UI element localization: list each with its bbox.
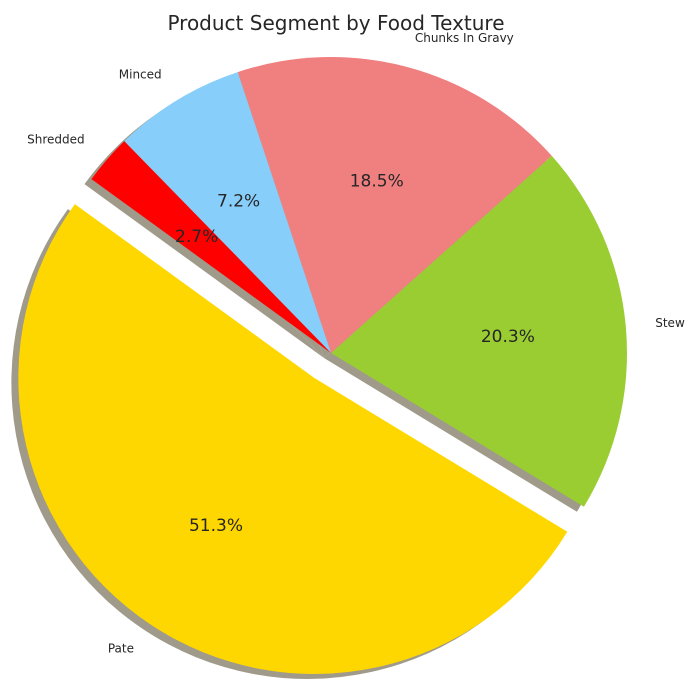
slice-layer xyxy=(18,56,627,674)
pct-label-pate: 51.3% xyxy=(189,516,243,536)
label-shredded: Shredded xyxy=(27,133,85,147)
label-chunks-in-gravy: Chunks In Gravy xyxy=(415,31,514,45)
chart-title: Product Segment by Food Texture xyxy=(167,11,504,35)
pct-label-stew: 20.3% xyxy=(481,327,535,347)
slice-shredded xyxy=(91,141,332,353)
slice-stew xyxy=(331,155,627,507)
pct-label-shredded: 2.7% xyxy=(175,227,218,247)
slice-pate xyxy=(18,204,568,674)
slice-minced xyxy=(124,72,331,354)
slice-chunks-in-gravy xyxy=(237,56,552,353)
label-minced: Minced xyxy=(119,67,162,81)
pct-label-chunks-in-gravy: 18.5% xyxy=(350,171,404,191)
label-pate: Pate xyxy=(108,642,134,656)
label-layer: Stew 20.3% Chunks In Gravy 18.5% Minced 7.2% S… xyxy=(27,31,685,656)
label-stew: Stew xyxy=(655,316,685,330)
pct-label-minced: 7.2% xyxy=(217,191,260,211)
